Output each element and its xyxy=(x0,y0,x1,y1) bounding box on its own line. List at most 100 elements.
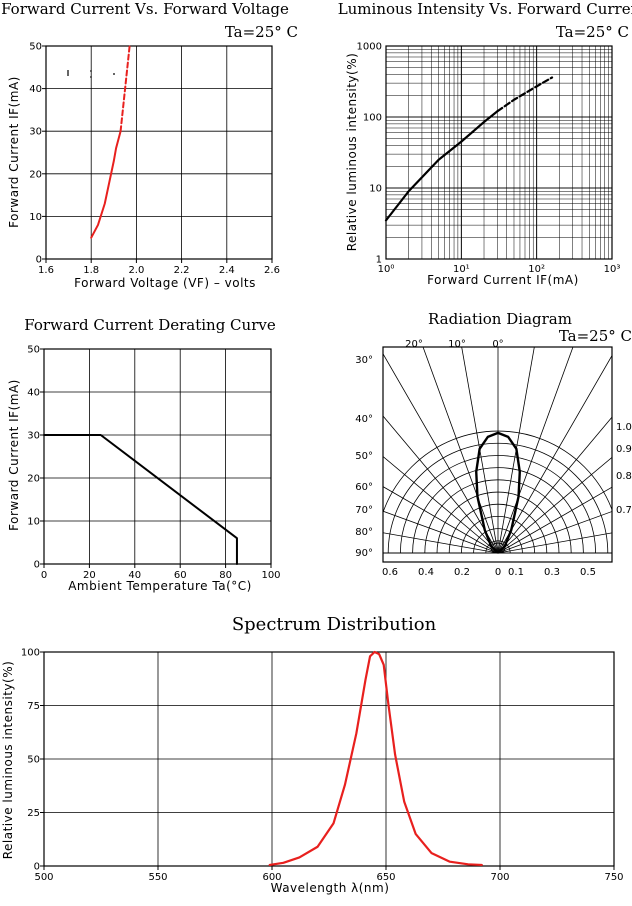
x-tick-label: 40 xyxy=(128,570,141,581)
chart1-title: Forward Current Vs. Forward Voltage xyxy=(1,0,289,18)
polar-spoke xyxy=(497,486,612,554)
series-line xyxy=(90,130,122,239)
y-tick-label: 1000 xyxy=(357,42,382,53)
polar-spoke xyxy=(497,532,612,554)
source-marker xyxy=(490,542,506,554)
y-tick-label: 20 xyxy=(27,474,40,485)
chart2-annotation: Ta=25° C xyxy=(556,23,629,41)
x-tick-label: 2.0 xyxy=(128,265,144,276)
polar-spoke xyxy=(383,353,499,554)
x-tick-label: 1.6 xyxy=(38,265,54,276)
angle-label: 40° xyxy=(355,414,373,425)
x-tick-label: 1.8 xyxy=(83,265,99,276)
x-tick-label: 2.4 xyxy=(219,265,235,276)
polar-spoke xyxy=(497,354,612,554)
angle-label: 50° xyxy=(355,451,373,462)
x-tick-label: 550 xyxy=(148,872,167,883)
x-tick-label: 0.1 xyxy=(508,567,524,578)
angle-label: 70° xyxy=(355,505,373,516)
y-tick-label: 30 xyxy=(27,431,40,442)
chart-forward-current-vs-voltage: Forward Current Vs. Forward Voltage Ta=2… xyxy=(1,0,298,290)
x-tick-label: 10⁰ xyxy=(378,264,395,275)
angle-label: 90° xyxy=(355,548,373,559)
chart-spectrum-distribution: Spectrum Distribution Wavelength λ(nm) R… xyxy=(1,614,624,895)
polar-spoke xyxy=(497,347,535,554)
y-tick-label: 30 xyxy=(29,127,42,138)
series-line xyxy=(384,110,499,222)
chart1-ylabel: Forward Current IF(mA) xyxy=(7,76,21,228)
radial-label: 0.9 xyxy=(616,444,632,455)
series-line xyxy=(119,45,131,133)
x-tick-label: 0.6 xyxy=(382,567,398,578)
y-tick-label: 75 xyxy=(27,701,40,712)
radiation-lobe xyxy=(475,431,521,554)
x-tick-label: 2.6 xyxy=(264,265,280,276)
x-tick-label: 10¹ xyxy=(453,264,470,275)
y-tick-label: 0 xyxy=(36,255,42,266)
series-line xyxy=(496,76,554,113)
chart3-ylabel: Forward Current IF(mA) xyxy=(7,379,21,531)
x-tick-label: 0.2 xyxy=(454,567,470,578)
polar-spoke xyxy=(497,416,612,554)
x-tick-label: 0.3 xyxy=(544,567,560,578)
x-tick-label: 100 xyxy=(261,570,280,581)
angle-label: 20° xyxy=(405,339,423,350)
x-tick-label: 10³ xyxy=(604,264,621,275)
plot-frame xyxy=(385,45,613,260)
y-tick-label: 20 xyxy=(29,169,42,180)
polar-spoke xyxy=(497,347,574,554)
polar-grid xyxy=(383,347,612,554)
y-tick-label: 0 xyxy=(34,560,40,571)
plot-frame xyxy=(45,45,273,260)
radial-label: 1.0 xyxy=(616,422,632,433)
chart2-xlabel: Forward Current IF(mA) xyxy=(427,273,579,287)
chart2-title: Luminous Intensity Vs. Forward Current xyxy=(338,0,632,18)
y-tick-label: 1 xyxy=(376,255,382,266)
chart3-xlabel: Ambient Temperature Ta(°C) xyxy=(68,579,252,593)
polar-spoke xyxy=(383,486,499,554)
chart2-ylabel: Relative luminous intensity(%) xyxy=(345,53,359,252)
series-line xyxy=(268,650,483,867)
x-tick-label: 750 xyxy=(604,872,623,883)
angle-label: 0° xyxy=(492,339,503,350)
x-tick-label: 20 xyxy=(83,570,96,581)
radial-label: 0.7 xyxy=(616,505,632,516)
y-tick-label: 100 xyxy=(363,113,382,124)
radial-label: 0.8 xyxy=(616,471,632,482)
x-tick-label: 0 xyxy=(495,567,501,578)
x-tick-label: 80 xyxy=(219,570,232,581)
chart-luminous-intensity-vs-current: Luminous Intensity Vs. Forward Current T… xyxy=(338,0,632,287)
y-tick-label: 100 xyxy=(21,648,40,659)
x-tick-label: 700 xyxy=(490,872,509,883)
y-tick-label: 50 xyxy=(27,755,40,766)
chart4-title: Radiation Diagram xyxy=(428,310,572,328)
chart-radiation-diagram: Radiation Diagram Ta=25° C 30° 20° 10° 0° 40… xyxy=(355,310,632,578)
chart5-xlabel: Wavelength λ(nm) xyxy=(271,881,390,895)
chart1-xlabel: Forward Voltage (VF) – volts xyxy=(74,276,256,290)
x-tick-label: 2.2 xyxy=(174,265,190,276)
x-tick-label: 600 xyxy=(262,872,281,883)
angle-label: 10° xyxy=(448,339,466,350)
x-tick-label: 10² xyxy=(528,264,545,275)
angle-label: 30° xyxy=(355,355,373,366)
polar-spoke xyxy=(383,532,499,554)
polar-spoke xyxy=(497,511,612,554)
polar-spoke xyxy=(497,456,612,554)
chart3-title: Forward Current Derating Curve xyxy=(24,316,276,334)
polar-spoke xyxy=(461,347,499,554)
chart-derating-curve: Forward Current Derating Curve Ambient T… xyxy=(7,316,281,593)
y-tick-label: 10 xyxy=(369,184,382,195)
angle-label: 80° xyxy=(355,527,373,538)
y-tick-label: 10 xyxy=(29,212,42,223)
y-tick-label: 50 xyxy=(29,42,42,53)
series-line xyxy=(43,434,238,565)
y-tick-label: 25 xyxy=(27,808,40,819)
x-tick-label: 60 xyxy=(174,570,187,581)
x-tick-label: 0.4 xyxy=(418,567,434,578)
chart5-title: Spectrum Distribution xyxy=(232,614,437,635)
polar-spoke xyxy=(422,347,499,554)
plot-frame xyxy=(382,346,613,563)
x-tick-label: 650 xyxy=(376,872,395,883)
y-tick-label: 10 xyxy=(27,517,40,528)
